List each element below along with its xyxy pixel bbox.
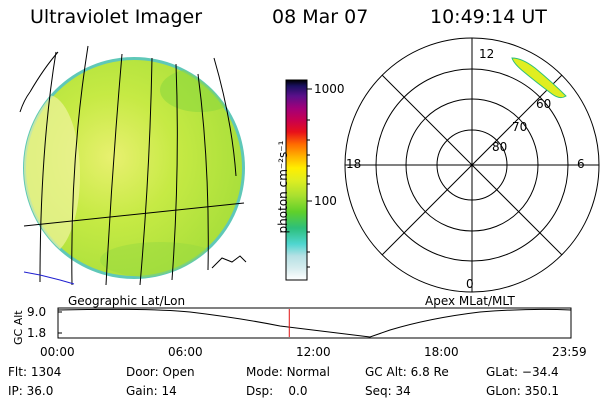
door-value: Open xyxy=(162,365,195,379)
flt-value: 1304 xyxy=(30,365,62,379)
dsp-label: Dsp: xyxy=(246,384,274,398)
colorbar-ticks xyxy=(307,88,312,268)
glat-value: −34.4 xyxy=(521,365,559,379)
gcalt-field: GC Alt: 6.8 Re xyxy=(365,365,449,379)
flt-field: Flt: 1304 xyxy=(8,365,61,379)
xtick-2359: 23:59 xyxy=(552,345,587,359)
seq-label: Seq: xyxy=(365,384,392,398)
mlt-label-18: 18 xyxy=(346,157,362,171)
altitude-y-ticks xyxy=(58,311,62,334)
colorbar-gradient xyxy=(285,79,308,281)
gain-field: Gain: 14 xyxy=(126,384,177,398)
door-label: Door: xyxy=(126,365,159,379)
colorbar-tick-1000: 1000 xyxy=(314,82,345,96)
glon-field: GLon: 350.1 xyxy=(486,384,559,398)
mlt-label-6: 6 xyxy=(577,157,585,171)
seq-value: 34 xyxy=(395,384,411,398)
mlt-label-0: 0 xyxy=(466,277,474,291)
colorbar-tick-100: 100 xyxy=(314,194,337,208)
gain-value: 14 xyxy=(161,384,177,398)
altitude-ytick-1-8: 1.8 xyxy=(27,326,47,340)
mode-field: Mode: Normal xyxy=(246,365,330,379)
mode-value: Normal xyxy=(286,365,330,379)
gcalt-label: GC Alt: xyxy=(365,365,407,379)
dsp-field: Dsp: 0.0 xyxy=(246,384,308,398)
mlat-label-80: 80 xyxy=(492,140,508,154)
ip-value: 36.0 xyxy=(26,384,54,398)
geographic-grid xyxy=(19,45,245,286)
mode-label: Mode: xyxy=(246,365,283,379)
ip-field: IP: 36.0 xyxy=(8,384,53,398)
gcalt-value: 6.8 Re xyxy=(410,365,449,379)
mlt-label-12: 12 xyxy=(478,47,496,61)
altitude-frame xyxy=(57,307,572,339)
polar-diagonal-2 xyxy=(381,74,563,256)
xtick-12: 12:00 xyxy=(296,345,331,359)
xtick-00: 00:00 xyxy=(40,345,75,359)
xtick-18: 18:00 xyxy=(424,345,459,359)
door-field: Door: Open xyxy=(126,365,195,379)
ip-label: IP: xyxy=(8,384,23,398)
glon-value: 350.1 xyxy=(524,384,559,398)
flt-label: Flt: xyxy=(8,365,27,379)
altitude-curve xyxy=(57,308,572,338)
coastline-dark xyxy=(211,255,247,269)
altitude-ylabel: GC Alt xyxy=(12,310,25,345)
xtick-06: 06:00 xyxy=(168,345,203,359)
polar-caption: Apex MLat/MLT xyxy=(425,294,515,308)
mlat-label-70: 70 xyxy=(512,120,528,134)
gain-label: Gain: xyxy=(126,384,158,398)
auroral-oval xyxy=(511,57,567,99)
date-label: 08 Mar 07 xyxy=(272,6,369,28)
glon-label: GLon: xyxy=(486,384,521,398)
coastline xyxy=(23,271,75,285)
glat-label: GLat: xyxy=(486,365,519,379)
time-label: 10:49:14 UT xyxy=(430,6,547,28)
mlat-label-60: 60 xyxy=(536,97,552,111)
altitude-ytick-9: 9.0 xyxy=(27,305,47,319)
image-caption: Geographic Lat/Lon xyxy=(68,294,186,308)
glat-field: GLat: −34.4 xyxy=(486,365,559,379)
instrument-title: Ultraviolet Imager xyxy=(30,6,203,28)
seq-field: Seq: 34 xyxy=(365,384,411,398)
dsp-value: 0.0 xyxy=(288,384,308,398)
